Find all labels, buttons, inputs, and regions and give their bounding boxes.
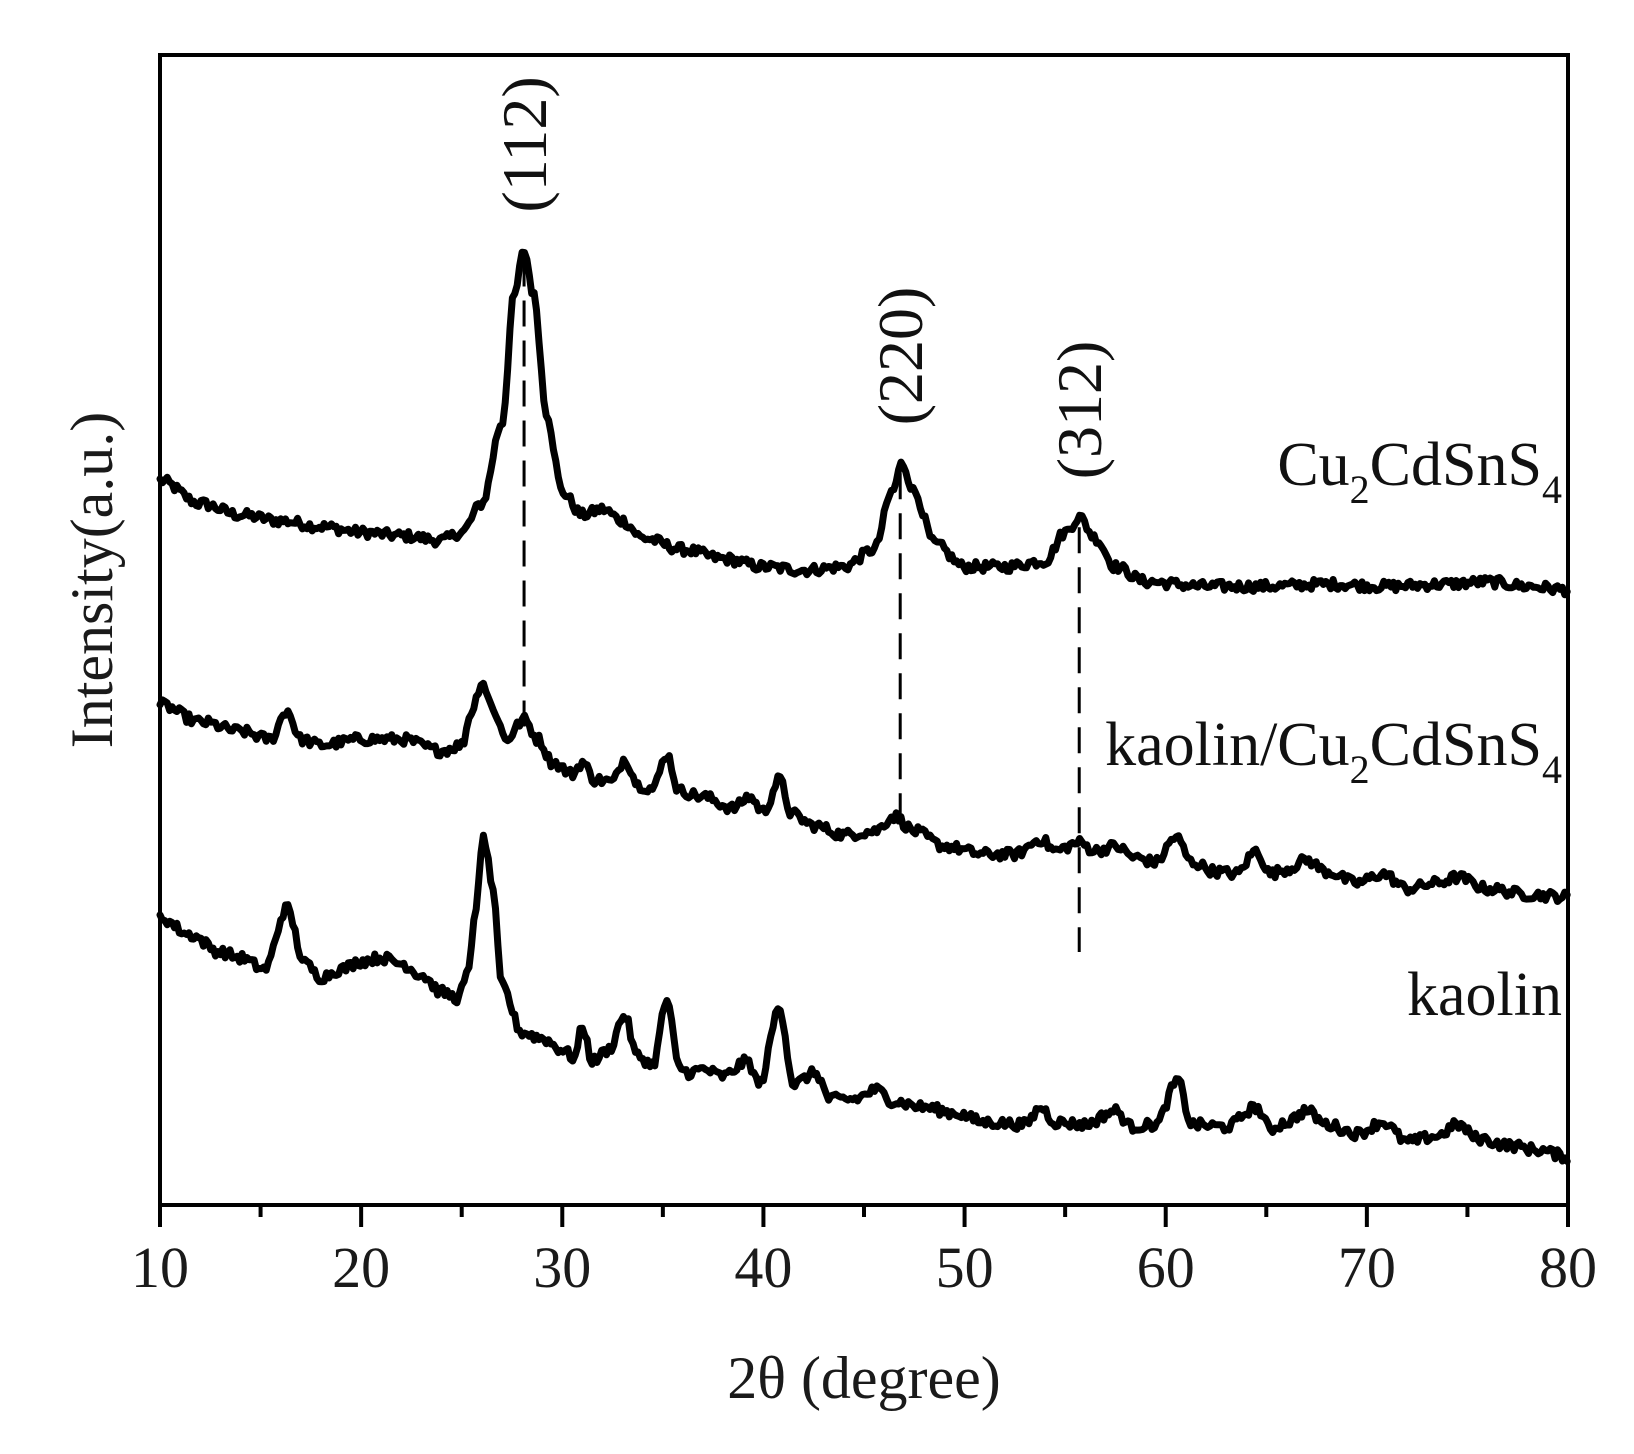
x-tick-label: 40 <box>734 1235 792 1300</box>
x-tick-label: 20 <box>332 1235 390 1300</box>
x-tick-label: 30 <box>533 1235 591 1300</box>
plot-frame <box>158 53 1570 1207</box>
series-label: kaolin <box>1407 961 1562 1029</box>
series-label: kaolin/Cu2CdSnS4 <box>1105 711 1562 792</box>
x-axis-ticks: 10 20 30 40 50 60 70 80 <box>131 1205 1597 1300</box>
peak-labels: (112) (220) (312) <box>489 76 1115 479</box>
series-trace <box>156 248 1571 599</box>
peak-label: (112) <box>489 76 560 212</box>
series-label: Cu2CdSnS4 <box>1277 431 1562 512</box>
peak-reference-lines <box>522 260 1081 952</box>
series-traces <box>156 248 1571 1165</box>
y-axis-title: Intensity(a.u.) <box>59 412 125 749</box>
series-trace <box>156 679 1571 905</box>
x-axis-title: 2θ (degree) <box>727 1345 1001 1411</box>
series-labels: Cu2CdSnS4 kaolin/Cu2CdSnS4 kaolin <box>1105 431 1562 1029</box>
peak-label: (220) <box>865 287 936 426</box>
x-tick-label: 10 <box>131 1235 189 1300</box>
x-tick-label: 50 <box>936 1235 994 1300</box>
x-tick-label: 80 <box>1539 1235 1597 1300</box>
x-tick-label: 60 <box>1137 1235 1195 1300</box>
series-trace <box>156 831 1571 1165</box>
x-tick-label: 70 <box>1338 1235 1396 1300</box>
peak-label: (312) <box>1044 341 1115 480</box>
